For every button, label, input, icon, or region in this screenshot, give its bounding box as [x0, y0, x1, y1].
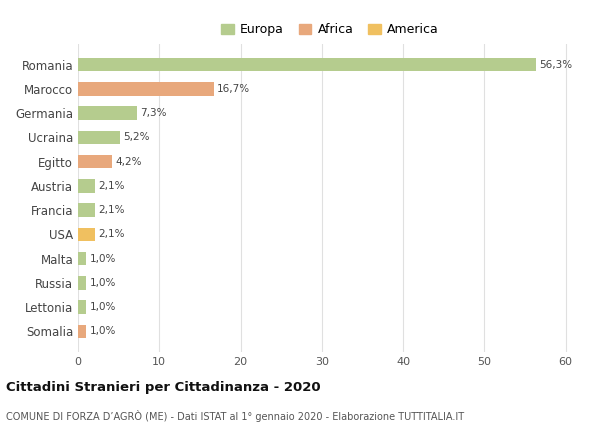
Bar	[78, 325, 86, 338]
Bar	[78, 276, 86, 290]
Text: 2,1%: 2,1%	[98, 181, 125, 191]
Bar	[78, 155, 112, 169]
Text: 2,1%: 2,1%	[98, 229, 125, 239]
Bar	[78, 179, 95, 193]
Text: 4,2%: 4,2%	[115, 157, 142, 167]
Text: 1,0%: 1,0%	[89, 253, 116, 264]
Text: 2,1%: 2,1%	[98, 205, 125, 215]
Text: 1,0%: 1,0%	[89, 302, 116, 312]
Text: 56,3%: 56,3%	[539, 60, 572, 70]
Text: 1,0%: 1,0%	[89, 326, 116, 336]
Bar	[78, 227, 95, 241]
Bar	[78, 131, 120, 144]
Text: 1,0%: 1,0%	[89, 278, 116, 288]
Text: Cittadini Stranieri per Cittadinanza - 2020: Cittadini Stranieri per Cittadinanza - 2…	[6, 381, 320, 394]
Legend: Europa, Africa, America: Europa, Africa, America	[217, 19, 443, 40]
Text: 7,3%: 7,3%	[140, 108, 167, 118]
Bar	[78, 58, 536, 71]
Text: 5,2%: 5,2%	[124, 132, 150, 143]
Text: COMUNE DI FORZA D’AGRÒ (ME) - Dati ISTAT al 1° gennaio 2020 - Elaborazione TUTTI: COMUNE DI FORZA D’AGRÒ (ME) - Dati ISTAT…	[6, 411, 464, 422]
Text: 16,7%: 16,7%	[217, 84, 250, 94]
Bar	[78, 252, 86, 265]
Bar	[78, 301, 86, 314]
Bar	[78, 106, 137, 120]
Bar	[78, 82, 214, 95]
Bar	[78, 203, 95, 217]
